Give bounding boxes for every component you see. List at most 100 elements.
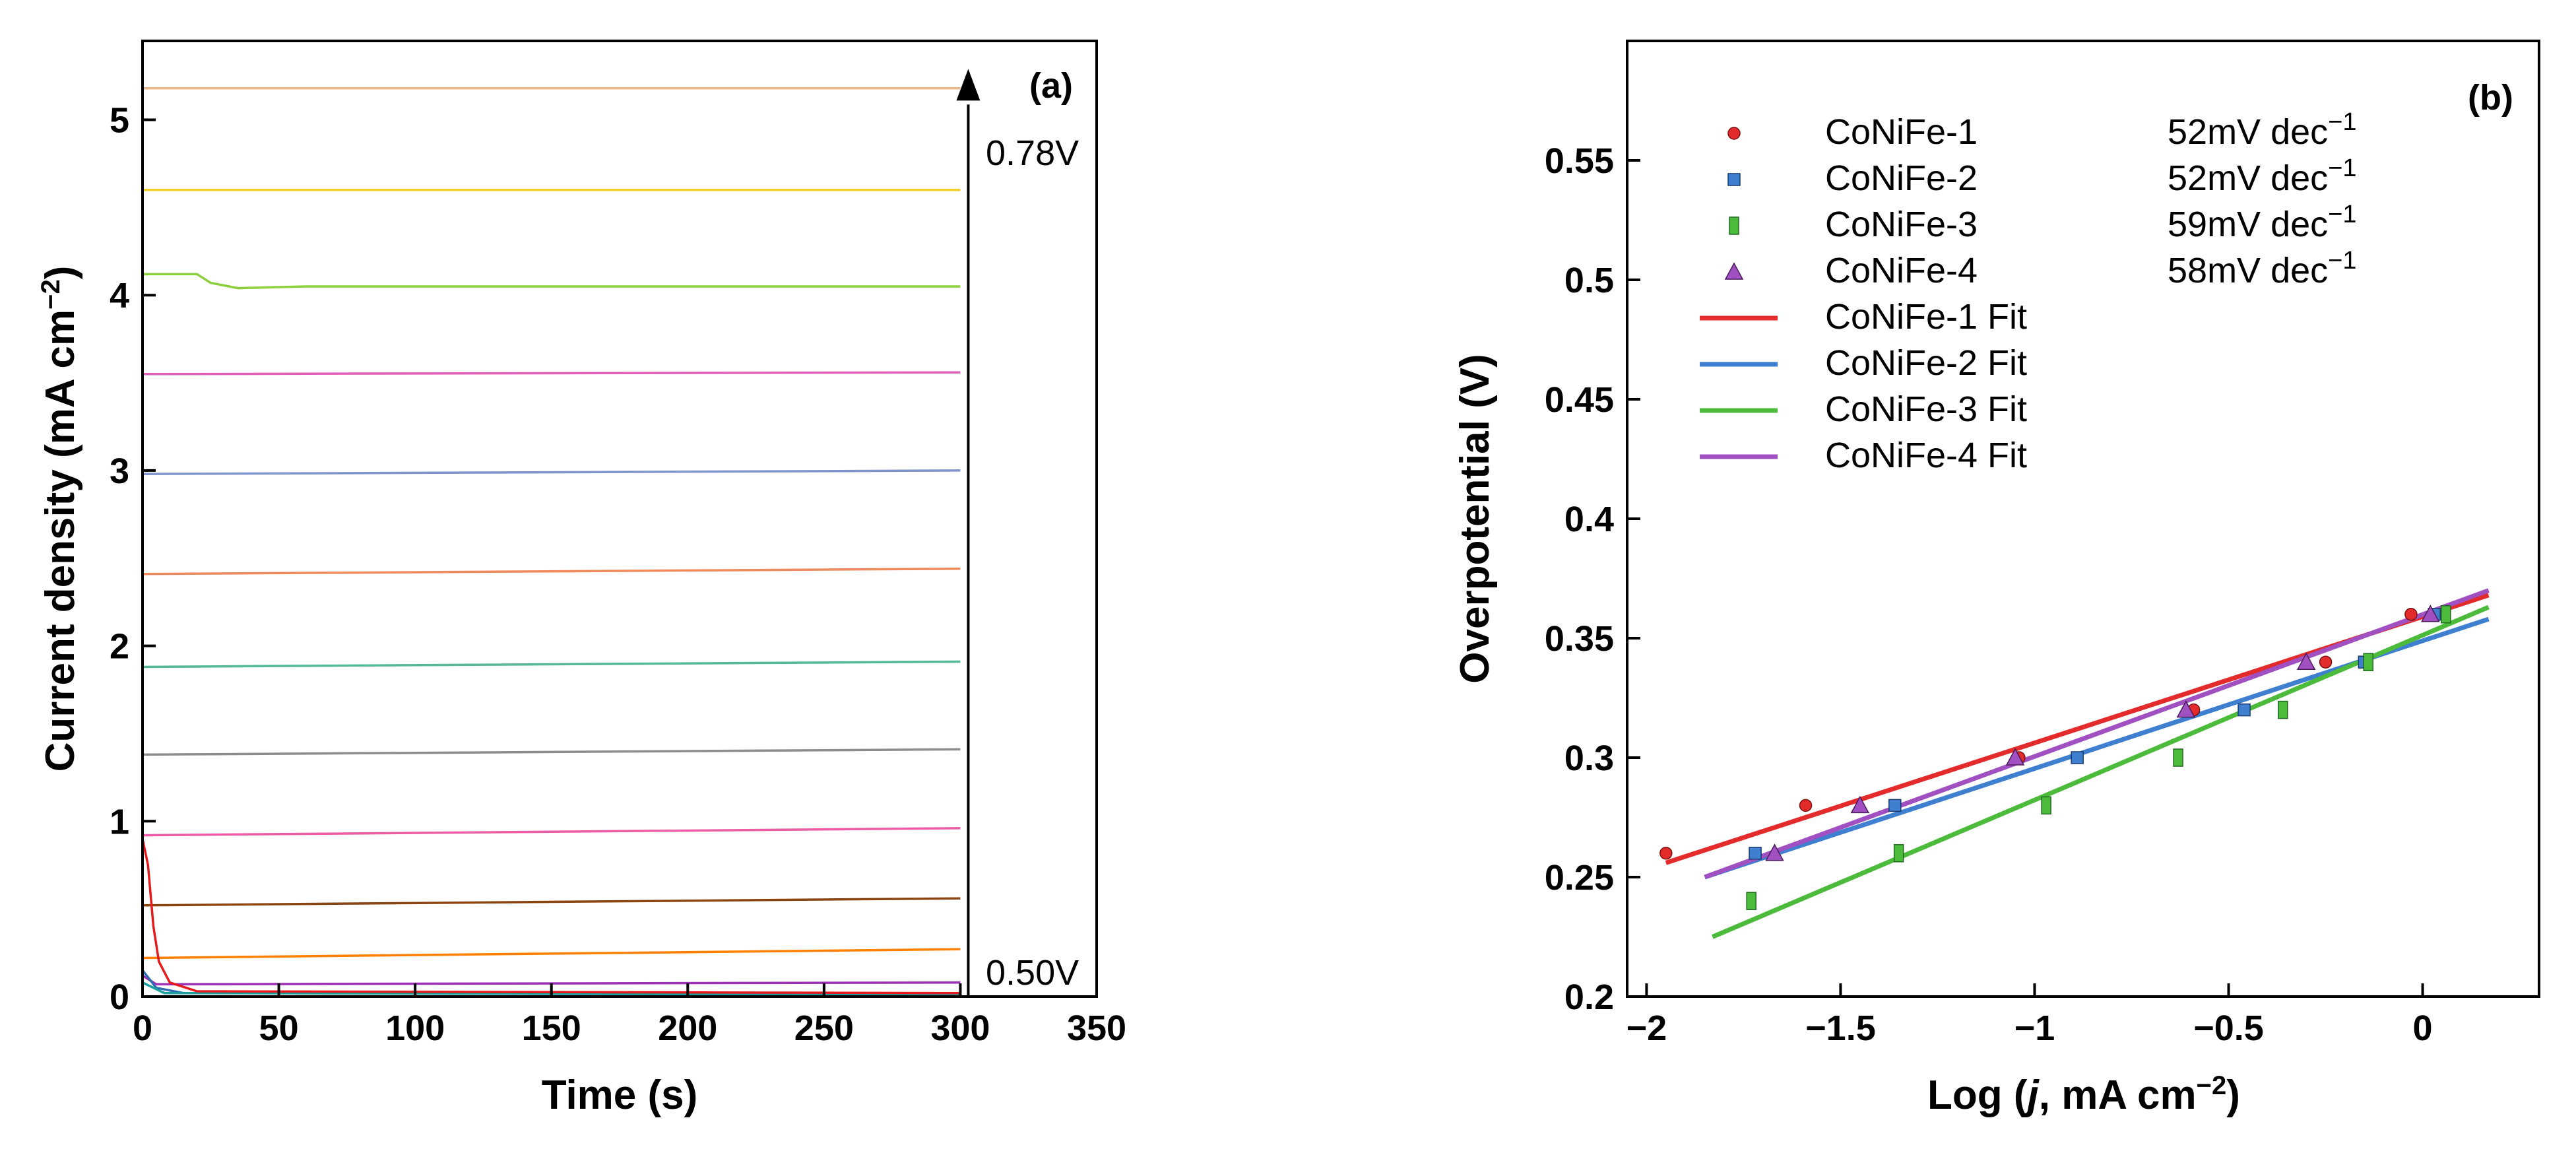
point-conife-3-1 [1893,844,1904,863]
b-x-tick-label-3: −0.5 [2193,1008,2264,1048]
point-conife-2-1 [1888,799,1902,812]
point-conife-1-0 [1659,847,1673,860]
y-tick-label-5: 5 [110,101,129,141]
x-label-mid: , mA cm [2039,1072,2197,1118]
b-y-tick-label-2: 0.3 [1564,739,1614,778]
trace-0-52v [142,981,961,997]
b-y-tick-label-0: 0.2 [1564,977,1614,1017]
legend-marker-conife-4 [1724,262,1744,280]
panel-a-frame [141,40,1098,998]
point-conife-2-0 [1749,847,1762,860]
y-tick-label-3: 3 [110,451,129,491]
y-label-prefix: Current density (mA cm [38,310,83,772]
trace-0-64v [142,748,961,756]
b-y-tick-label-5: 0.45 [1545,380,1614,420]
x-tick-label-0: 0 [133,1008,152,1048]
point-conife-3-3 [2173,748,2183,767]
b-x-tick-label-4: 0 [2413,1008,2433,1048]
point-conife-2-2 [2071,751,2084,764]
point-conife-3-6 [2441,605,2451,624]
point-conife-3-5 [2363,653,2373,671]
x-tick-label-300: 300 [930,1008,990,1048]
panel-a-arrow [956,69,981,997]
trace-0-74v [143,273,961,290]
panel-a-x-axis-label: Time (s) [542,1072,698,1118]
point-conife-4-5 [2421,605,2440,622]
panel-b-y-axis-label: Overpotential (V) [1452,354,1498,684]
b-y-tick-label-7: 0.55 [1545,141,1614,181]
point-conife-3-2 [2041,796,2051,815]
point-conife-4-3 [2176,700,2196,718]
x-label-suffix: ) [2226,1072,2240,1118]
panel-a-traces [141,86,961,997]
panel-a-label: (a) [1029,66,1073,106]
trace-0-66v [142,660,961,669]
annotation-bottom-voltage: 0.50V [986,953,1079,993]
legend-tafel-sup: −1 [2328,201,2356,228]
panel-b-points [1659,605,2451,910]
legend-label-conife-3-fit: CoNiFe-3 Fit [1825,389,2027,429]
x-label-prefix: Log ( [1927,1072,2028,1118]
annotation-top-voltage: 0.78V [986,133,1079,173]
trace-0-68v [142,567,961,576]
trace-0-62v [142,827,961,837]
point-conife-1-4 [2319,655,2333,669]
panel-b: −2 −1.5 −1 −0.5 0 0.2 0.25 0.3 0.35 0.4 0.45 0.5 0.5… [1452,40,2540,1118]
legend-label-conife-3: CoNiFe-3 [1825,205,1978,244]
x-tick-label-350: 350 [1067,1008,1126,1048]
trace-0-50v [141,838,961,995]
point-conife-4-1 [1850,795,1870,814]
panel-b-legend: CoNiFe-1 52mV dec−1 CoNiFe-2 52mV dec−1 CoNi… [1700,108,2356,475]
point-conife-3-0 [1746,892,1756,910]
b-y-tick-label-3: 0.35 [1545,619,1614,659]
legend-tafel-sup: −1 [2328,154,2356,182]
b-x-tick-label-0: −2 [1626,1008,1667,1048]
panel-b-label: (b) [2468,78,2513,117]
trace-0-56v [142,974,961,986]
panel-a-y-axis-label: Current density (mA cm−2) [36,266,83,772]
y-label-sup: −2 [36,279,65,310]
panel-b-ticks: −2 −1.5 −1 −0.5 0 0.2 0.25 0.3 0.35 0.4 0.45 0.5 0.5… [1545,141,2433,1048]
x-tick-label-50: 50 [259,1008,299,1048]
legend-tafel-sup: −1 [2328,108,2356,136]
trace-0-72v [142,371,961,376]
trace-0-60v [142,897,961,907]
panel-a-ticks: 0 50 100 150 200 250 300 350 0 1 2 3 4 5 [110,101,1126,1048]
b-y-tick-label-1: 0.25 [1545,858,1614,898]
legend-label-conife-1: CoNiFe-1 [1825,112,1978,152]
y-tick-label-4: 4 [110,276,129,315]
point-conife-3-4 [2278,700,2288,719]
x-tick-label-100: 100 [385,1008,445,1048]
legend-tafel-conife-2: 52mV dec−1 [2168,154,2356,198]
x-tick-label-150: 150 [522,1008,581,1048]
y-tick-label-1: 1 [110,802,129,841]
fit-line-conife-4-fit [1704,588,2490,880]
point-conife-4-2 [2005,748,2025,766]
point-conife-1-5 [2404,608,2418,621]
legend-label-conife-4: CoNiFe-4 [1825,251,1978,290]
panel-b-x-axis-label: Log (j, mA cm−2) [1927,1071,2240,1118]
voltage-arrow-head [956,69,981,101]
legend-tafel-conife-3: 59mV dec−1 [2168,201,2356,244]
legend-marker-conife-1 [1727,127,1741,140]
legend-label-conife-4-fit: CoNiFe-4 Fit [1825,436,2027,475]
x-tick-label-200: 200 [658,1008,717,1048]
b-x-tick-label-1: −1.5 [1805,1008,1876,1048]
legend-tafel-conife-1: 52mV dec−1 [2168,108,2356,152]
trace-0-58v [142,948,961,960]
y-label-suffix: ) [38,266,83,280]
legend-marker-conife-3 [1729,216,1739,235]
y-tick-label-0: 0 [110,977,129,1017]
point-conife-4-4 [2296,652,2316,670]
b-y-tick-label-4: 0.4 [1564,500,1614,539]
legend-tafel-conife-4: 58mV dec−1 [2168,247,2356,290]
point-conife-2-3 [2238,703,2251,717]
legend-label-conife-2-fit: CoNiFe-2 Fit [1825,343,2027,383]
legend-label-conife-2: CoNiFe-2 [1825,158,1978,198]
x-tick-label-250: 250 [794,1008,854,1048]
point-conife-4-0 [1765,843,1784,861]
legend-tafel-sup: −1 [2328,247,2356,275]
x-label-sup: −2 [2197,1071,2227,1100]
panel-a: 0 50 100 150 200 250 300 350 0 1 2 3 4 5 (a) 0.78V 0.… [36,40,1126,1118]
